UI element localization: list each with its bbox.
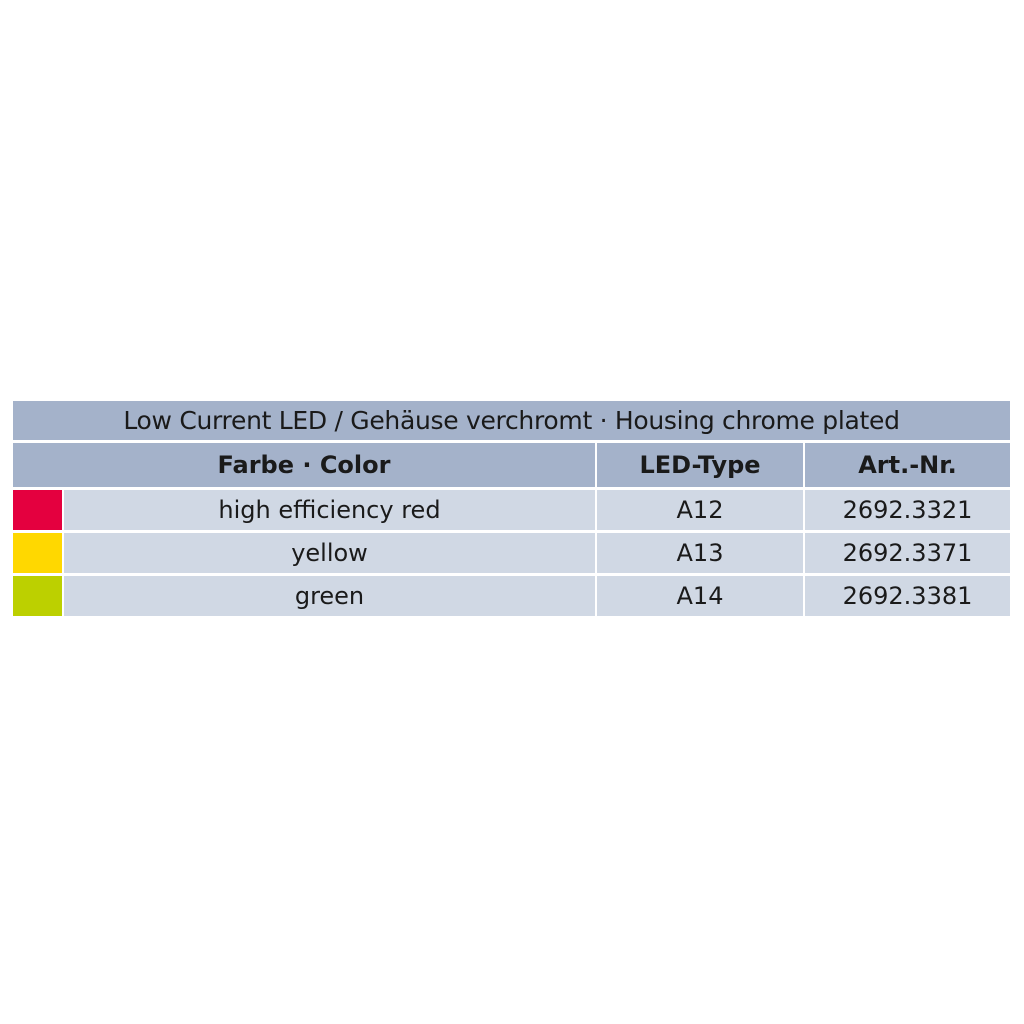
- header-led-type: LED-Type: [597, 443, 803, 487]
- led-type: A14: [597, 576, 803, 616]
- led-type: A12: [597, 490, 803, 530]
- table-row: yellow A13 2692.3371: [13, 533, 1010, 573]
- table-row: green A14 2692.3381: [13, 576, 1010, 616]
- header-art-nr: Art.-Nr.: [805, 443, 1010, 487]
- art-nr: 2692.3371: [805, 533, 1010, 573]
- art-nr: 2692.3381: [805, 576, 1010, 616]
- color-name: high efficiency red: [64, 490, 595, 530]
- led-type: A13: [597, 533, 803, 573]
- led-table: Low Current LED / Gehäuse verchromt · Ho…: [13, 401, 1010, 616]
- color-swatch: [13, 533, 62, 573]
- color-swatch: [13, 490, 62, 530]
- table-title: Low Current LED / Gehäuse verchromt · Ho…: [13, 401, 1010, 440]
- color-name: yellow: [64, 533, 595, 573]
- color-swatch: [13, 576, 62, 616]
- header-row: Farbe · Color LED-Type Art.-Nr.: [13, 443, 1010, 487]
- table-row: high efficiency red A12 2692.3321: [13, 490, 1010, 530]
- color-name: green: [64, 576, 595, 616]
- header-color: Farbe · Color: [13, 443, 595, 487]
- art-nr: 2692.3321: [805, 490, 1010, 530]
